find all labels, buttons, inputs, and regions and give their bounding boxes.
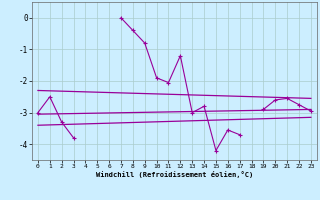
X-axis label: Windchill (Refroidissement éolien,°C): Windchill (Refroidissement éolien,°C) bbox=[96, 171, 253, 178]
